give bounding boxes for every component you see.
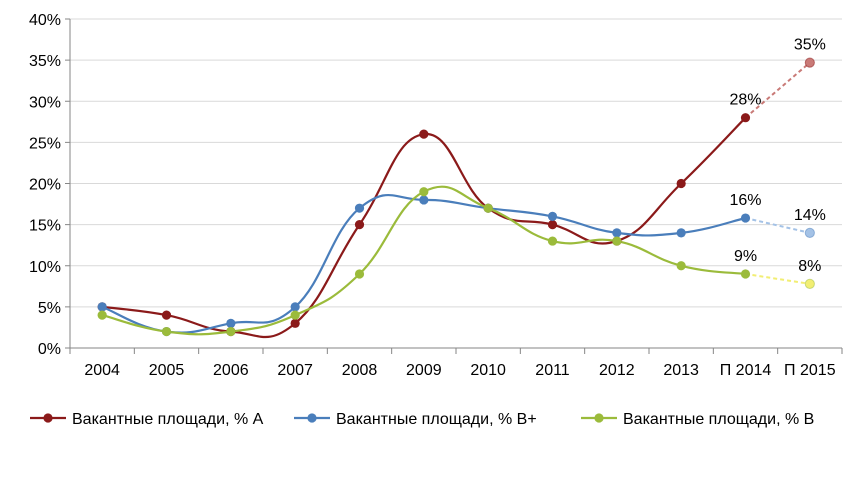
- x-tick-label: 2008: [342, 362, 378, 379]
- data-point: [354, 220, 365, 230]
- data-point: [612, 236, 622, 246]
- gridlines: [70, 18, 842, 308]
- data-point: [740, 269, 751, 279]
- forecast-line: [744, 61, 811, 119]
- x-tick-label: 2004: [84, 362, 120, 379]
- data-point: [483, 203, 493, 213]
- data-point: [547, 236, 558, 246]
- data-point: [547, 211, 558, 221]
- data-point: [740, 213, 751, 223]
- series-line: [102, 116, 747, 339]
- axes: [65, 18, 843, 354]
- data-point: [676, 228, 686, 238]
- data-point: [804, 227, 815, 238]
- data-point: [161, 326, 172, 337]
- forecast-line: [745, 272, 810, 285]
- series-points: [97, 57, 815, 337]
- x-tick-label: 2013: [663, 362, 699, 379]
- data-label: 16%: [729, 192, 761, 209]
- x-tick-label: 2010: [470, 362, 506, 379]
- data-point: [290, 318, 300, 328]
- data-point: [97, 310, 107, 320]
- x-tick-label: 2007: [277, 362, 313, 379]
- data-point: [612, 228, 622, 238]
- data-point: [419, 129, 429, 139]
- data-point: [226, 326, 236, 337]
- series-lines: [101, 61, 811, 339]
- x-axis-tick-labels: 2004 2005 2006 2007 2008 2009 2010 2011 2012 2013…: [84, 362, 835, 379]
- legend-label: Вакантные площади, % B: [623, 411, 814, 428]
- data-label: 14%: [794, 207, 826, 224]
- data-labels: 28% 35% 16% 14% 9% 8%: [729, 37, 825, 275]
- legend: Вакантные площади, % А Вакантные площади,…: [30, 411, 814, 428]
- x-tick-label: 2012: [599, 362, 635, 379]
- data-label: 9%: [734, 248, 757, 265]
- legend-marker: [594, 413, 604, 423]
- data-label: 8%: [798, 258, 821, 275]
- data-point: [547, 220, 558, 230]
- data-point: [676, 178, 686, 189]
- legend-marker: [43, 413, 53, 423]
- data-point: [354, 203, 365, 213]
- x-tick-label: П 2014: [720, 362, 772, 379]
- y-tick-label: 15%: [29, 218, 61, 235]
- y-tick-label: 30%: [29, 94, 61, 111]
- data-point: [740, 113, 751, 123]
- y-tick-label: 0%: [38, 341, 61, 358]
- y-tick-label: 10%: [29, 259, 61, 276]
- x-tick-label: 2006: [213, 362, 249, 379]
- y-axis-tick-labels: 0% 5% 10% 15% 20% 25% 30% 35% 40%: [29, 12, 61, 358]
- data-point: [290, 310, 300, 320]
- series-line: [101, 194, 746, 334]
- data-point: [804, 278, 815, 289]
- data-point: [354, 269, 365, 279]
- data-point: [161, 310, 172, 320]
- y-tick-label: 40%: [29, 12, 61, 29]
- data-point: [676, 261, 686, 271]
- y-tick-label: 25%: [29, 135, 61, 152]
- data-point: [419, 187, 429, 197]
- data-label: 28%: [729, 92, 761, 109]
- x-tick-label: 2009: [406, 362, 442, 379]
- y-tick-label: 35%: [29, 53, 61, 70]
- series-line: [101, 185, 746, 336]
- x-tick-label: П 2015: [784, 362, 836, 379]
- y-tick-label: 5%: [38, 300, 61, 317]
- data-point: [290, 302, 300, 312]
- data-point: [419, 195, 429, 205]
- data-label: 35%: [794, 37, 826, 54]
- x-tick-label: 2011: [535, 362, 570, 379]
- legend-label: Вакантные площади, % А: [72, 411, 264, 428]
- data-point: [226, 318, 236, 328]
- x-tick-label: 2005: [149, 362, 185, 379]
- y-tick-label: 20%: [29, 177, 61, 194]
- data-point: [804, 57, 815, 68]
- legend-marker: [307, 413, 317, 423]
- legend-label: Вакантные площади, % B+: [336, 411, 537, 428]
- data-point: [97, 302, 107, 312]
